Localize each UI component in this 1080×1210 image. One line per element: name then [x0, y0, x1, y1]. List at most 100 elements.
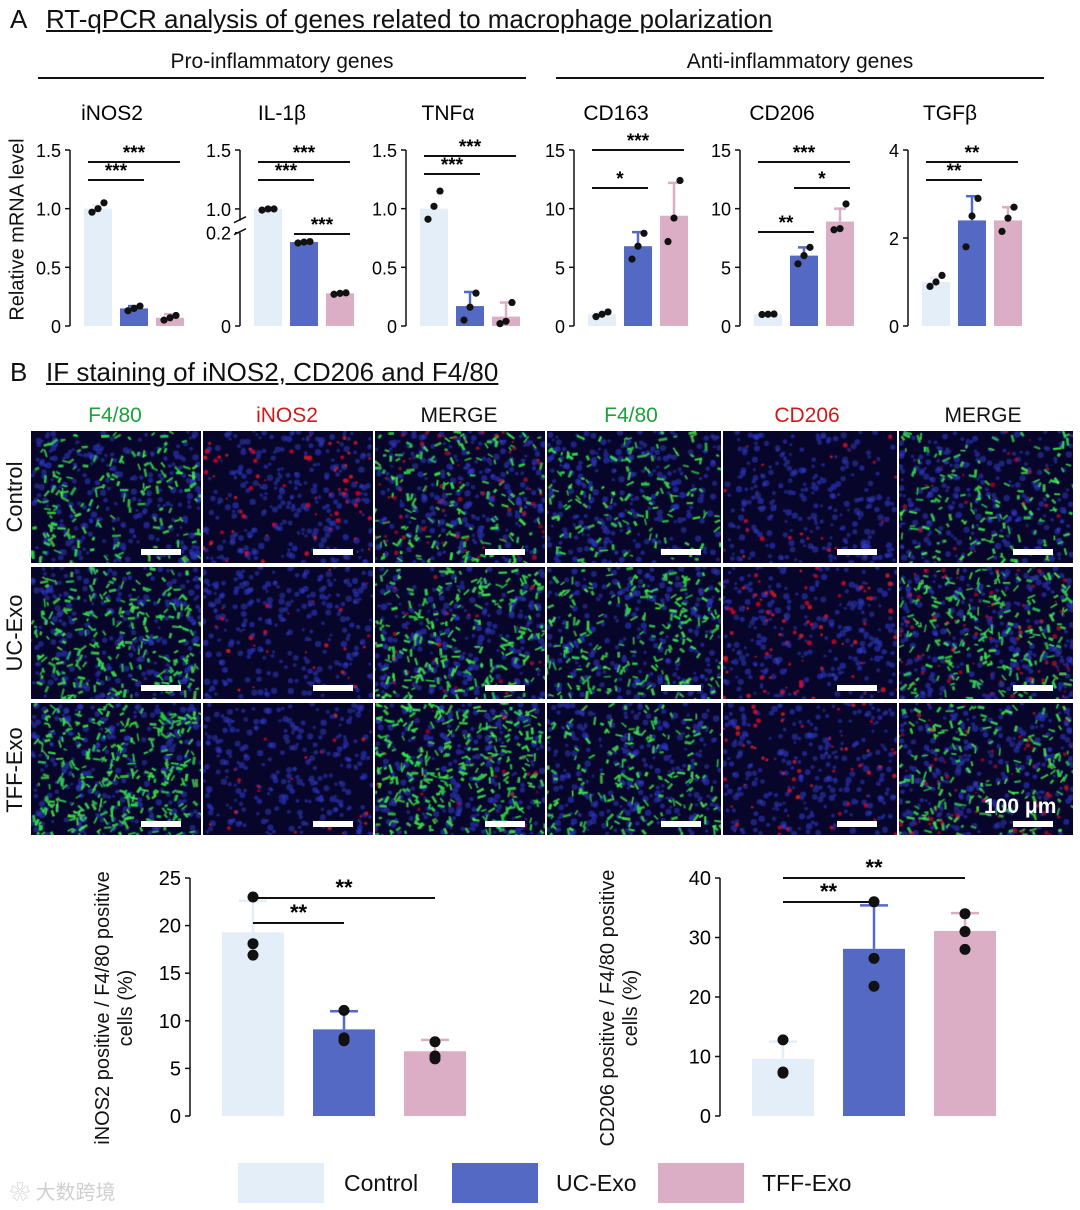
row-label-tff-exo: TFF-Exo — [2, 727, 27, 813]
y-tick-label: 20 — [689, 987, 711, 1009]
y-tick-label: 10 — [711, 200, 731, 220]
legend-swatch-uc-exo — [452, 1163, 538, 1203]
significance-label: * — [818, 169, 826, 190]
scale-bar — [485, 821, 525, 827]
data-point — [1010, 203, 1018, 211]
bar-uc-exo — [290, 242, 318, 326]
col-label-inos2: iNOS2 — [256, 404, 318, 427]
y-tick-label: 25 — [159, 868, 181, 890]
data-point — [932, 278, 940, 286]
data-point — [842, 200, 850, 208]
significance-label: * — [616, 169, 624, 190]
data-point — [777, 1066, 789, 1078]
data-point — [270, 205, 278, 213]
bar-uc-exo — [790, 255, 818, 326]
data-point — [247, 949, 259, 961]
scale-bar — [485, 549, 525, 555]
y-tick-label: 0 — [700, 1106, 711, 1128]
scale-bar — [313, 685, 353, 691]
data-point — [806, 243, 814, 251]
data-point — [794, 260, 802, 268]
scale-bar — [485, 685, 525, 691]
y-tick-label: 0 — [721, 317, 731, 337]
significance-label: *** — [105, 161, 128, 182]
scale-bar — [1013, 549, 1053, 555]
data-point — [330, 290, 338, 298]
chart-cd163: CD163 0 5 10 15 **** — [545, 102, 688, 337]
if-image-control-merge-5 — [898, 430, 1074, 564]
y-tick-label: 4 — [889, 141, 899, 161]
data-point — [770, 310, 778, 318]
pro-group-underline — [38, 77, 526, 79]
data-point — [830, 226, 838, 234]
scale-bar — [313, 549, 353, 555]
data-point — [959, 926, 971, 938]
if-image-tff-exo-inos2-1 — [202, 702, 374, 836]
y-tick-label: 1.5 — [372, 141, 397, 161]
chart-title-tgf: TGFβ — [923, 102, 977, 125]
significance-label: ** — [965, 143, 980, 164]
data-point — [640, 229, 648, 237]
data-point — [926, 282, 934, 290]
scale-bar — [1013, 685, 1053, 691]
y-tick-label: 1.0 — [372, 200, 397, 220]
data-point — [508, 298, 516, 307]
bar-tff-exo — [934, 930, 996, 1116]
scale-bar — [661, 685, 701, 691]
significance-label: *** — [441, 155, 464, 176]
bar-tff-exo — [826, 221, 854, 326]
bar-uc-exo — [843, 948, 905, 1116]
if-image-control-f480-0 — [30, 430, 202, 564]
significance-label: *** — [275, 161, 298, 182]
y-axis-label-cd206-quant: CD206 positive / F4/80 positive cells (%… — [597, 858, 643, 1158]
chart-title-tnf: TNFα — [422, 102, 475, 125]
y-tick-label: 0.2 — [206, 224, 231, 244]
data-point — [472, 289, 480, 297]
data-point — [460, 316, 468, 324]
data-point — [628, 255, 636, 263]
y-tick-label: 0.5 — [372, 258, 397, 278]
bar-control — [222, 932, 284, 1116]
chart-tnfa: TNFα 0 0.5 1.0 1.5 ****** — [372, 102, 520, 337]
legend-label-tff-exo: TFF-Exo — [762, 1170, 852, 1196]
if-image-control-cd206-4 — [722, 430, 898, 564]
bar-control — [754, 314, 782, 326]
data-point — [94, 205, 102, 213]
chart-inos2: iNOS2 0 0.5 1.0 1.5 ****** — [36, 102, 184, 337]
pro-inflammatory-group-label: Pro-inflammatory genes — [170, 50, 394, 73]
scale-bar-label: 100 μm — [984, 795, 1057, 818]
if-image-uc-exo-merge-5 — [898, 566, 1074, 700]
y-tick-label: 2 — [889, 229, 899, 249]
data-point — [962, 243, 970, 251]
if-image-control-merge-2 — [374, 430, 546, 564]
significance-label: *** — [793, 143, 816, 164]
bar-control — [254, 208, 282, 326]
axis-break-mark — [233, 228, 247, 236]
data-point — [338, 1004, 350, 1016]
data-point — [634, 242, 642, 250]
scale-bar — [661, 821, 701, 827]
if-image-uc-exo-cd206-4 — [722, 566, 898, 700]
panel-a-title: RT-qPCR analysis of genes related to mac… — [46, 4, 773, 34]
col-label-f480-a: F4/80 — [88, 404, 142, 427]
data-point — [466, 303, 474, 311]
bar-control — [420, 208, 448, 326]
y-tick-label: 1.0 — [36, 200, 61, 220]
chart-title-cd163: CD163 — [583, 102, 648, 125]
bar-tff-exo — [994, 220, 1022, 326]
data-point — [968, 212, 976, 220]
watermark-text: 大数跨境 — [35, 1182, 116, 1204]
scale-bar — [141, 821, 181, 827]
data-point — [998, 227, 1006, 235]
y-tick-label: 5 — [555, 258, 565, 278]
y-tick-label: 0 — [889, 317, 899, 337]
y-tick-label: 1.5 — [36, 141, 61, 161]
col-label-f480-b: F4/80 — [604, 404, 658, 427]
data-point — [800, 252, 808, 260]
data-point — [124, 307, 132, 315]
y-tick-label: 15 — [711, 141, 731, 161]
bar-control — [922, 282, 950, 326]
significance-label: ** — [779, 213, 794, 234]
chart-inos2-quant: 0 5 10 15 20 25 ** ** — [159, 868, 466, 1128]
